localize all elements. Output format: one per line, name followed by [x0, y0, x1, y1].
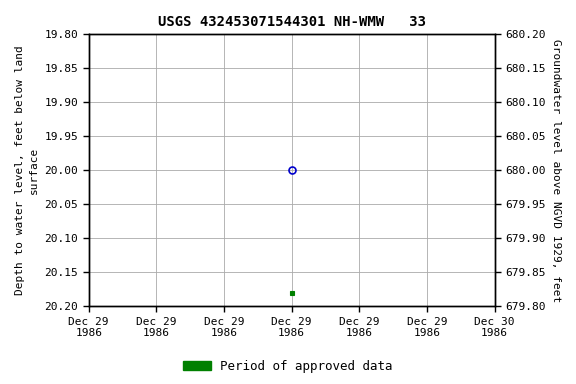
- Y-axis label: Groundwater level above NGVD 1929, feet: Groundwater level above NGVD 1929, feet: [551, 39, 561, 302]
- Title: USGS 432453071544301 NH-WMW   33: USGS 432453071544301 NH-WMW 33: [158, 15, 426, 29]
- Legend: Period of approved data: Period of approved data: [178, 355, 398, 378]
- Y-axis label: Depth to water level, feet below land
surface: Depth to water level, feet below land su…: [15, 45, 39, 295]
